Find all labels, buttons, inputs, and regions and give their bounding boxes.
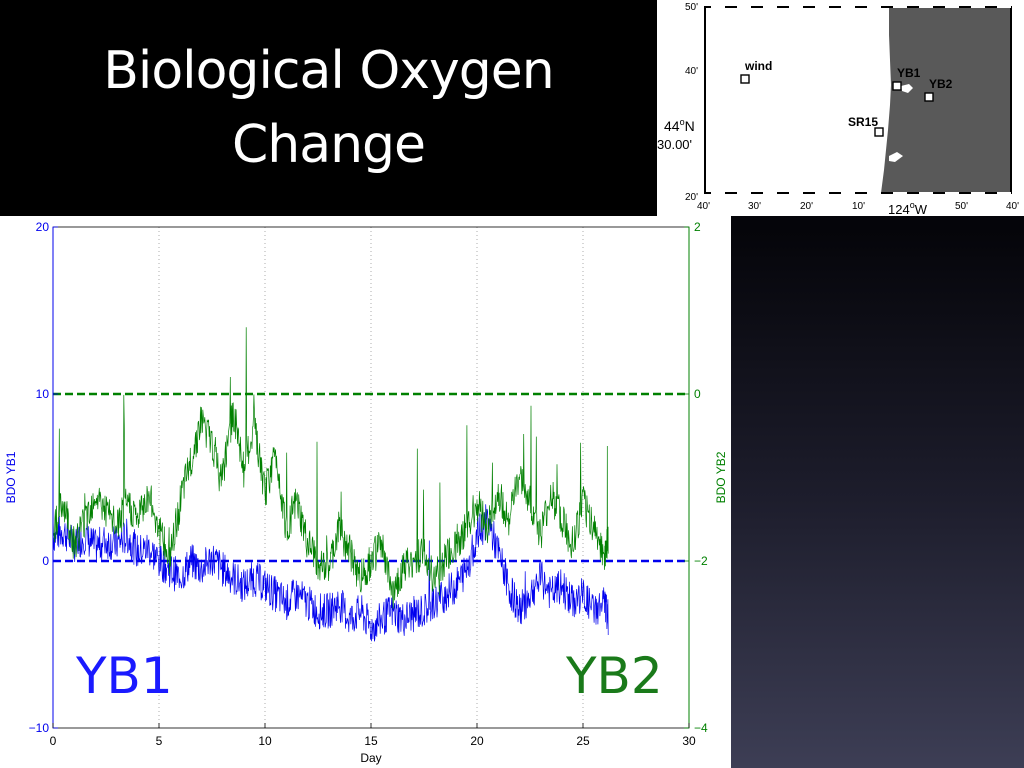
map-label-50: 50' (685, 2, 698, 13)
x-tick-label: 20 (470, 734, 484, 748)
map-lon-label-30: 30' (748, 201, 761, 212)
slide-title-line-1: Biological Oxygen (103, 41, 555, 101)
y-left-tick-label: 0 (42, 554, 49, 568)
x-tick-label: 30 (682, 734, 696, 748)
map-lon-label-124w: 124oW (888, 200, 928, 216)
station-label-yb1: YB1 (897, 66, 921, 80)
map-lon-label-50: 50' (955, 201, 968, 212)
y-left-tick-label: 10 (36, 387, 50, 401)
station-marker-sr15 (874, 127, 884, 137)
map-lat-label: 44oN (664, 117, 695, 134)
x-tick-label: 25 (576, 734, 590, 748)
series-line-yb1 (52, 504, 609, 642)
y-right-tick-label: −2 (694, 554, 708, 568)
y-axis-left-label: BDO YB1 (4, 451, 18, 503)
station-label-sr15: SR15 (848, 115, 878, 129)
station-marker-yb2 (924, 92, 934, 102)
x-axis-label: Day (360, 751, 381, 765)
x-tick-label: 15 (364, 734, 378, 748)
title-panel: Biological Oxygen Change (0, 0, 657, 216)
station-map: wind YB1 YB2 SR15 50' 40' 44oN 30.00' 20… (657, 0, 1024, 216)
y-right-tick-label: 0 (694, 387, 701, 401)
map-label-left-20: 20' (685, 192, 698, 203)
map-lon-label-20: 20' (800, 201, 813, 212)
slide-title-line-2: Change (231, 115, 426, 175)
map-label-left-40: 40' (685, 66, 698, 77)
y-axis-right-label: BDO YB2 (714, 451, 728, 503)
map-bay-alsea (889, 152, 903, 162)
station-label-wind: wind (744, 59, 772, 73)
y-left-tick-label: −10 (29, 721, 50, 735)
map-lon-label-40e: 40' (1006, 201, 1019, 212)
y-right-tick-label: −4 (694, 721, 708, 735)
station-marker-wind (740, 74, 750, 84)
map-canvas: wind YB1 YB2 SR15 50' 40' 44oN 30.00' 20… (657, 2, 1019, 216)
map-lon-label-40w: 40' (697, 201, 710, 212)
series-line-yb2 (52, 327, 609, 609)
map-lon-label-10: 10' (852, 201, 865, 212)
y-left-tick-label: 20 (36, 220, 50, 234)
map-frame (704, 6, 1012, 194)
y-right-tick-label: 2 (694, 220, 701, 234)
map-land (881, 7, 1011, 193)
x-tick-label: 5 (156, 734, 163, 748)
x-tick-label: 0 (50, 734, 57, 748)
map-bay-yaquina (901, 84, 913, 93)
station-marker-yb1 (892, 81, 902, 91)
x-tick-label: 10 (258, 734, 272, 748)
map-lat-minutes: 30.00' (657, 137, 692, 152)
bdo-chart: 0 5 10 15 20 25 30 −10 0 10 20 −4 −2 0 2 Day BDO YB1 B… (0, 216, 731, 768)
yb2-big-label: YB2 (566, 647, 663, 705)
yb1-big-label: YB1 (76, 647, 173, 705)
station-label-yb2: YB2 (929, 77, 953, 91)
